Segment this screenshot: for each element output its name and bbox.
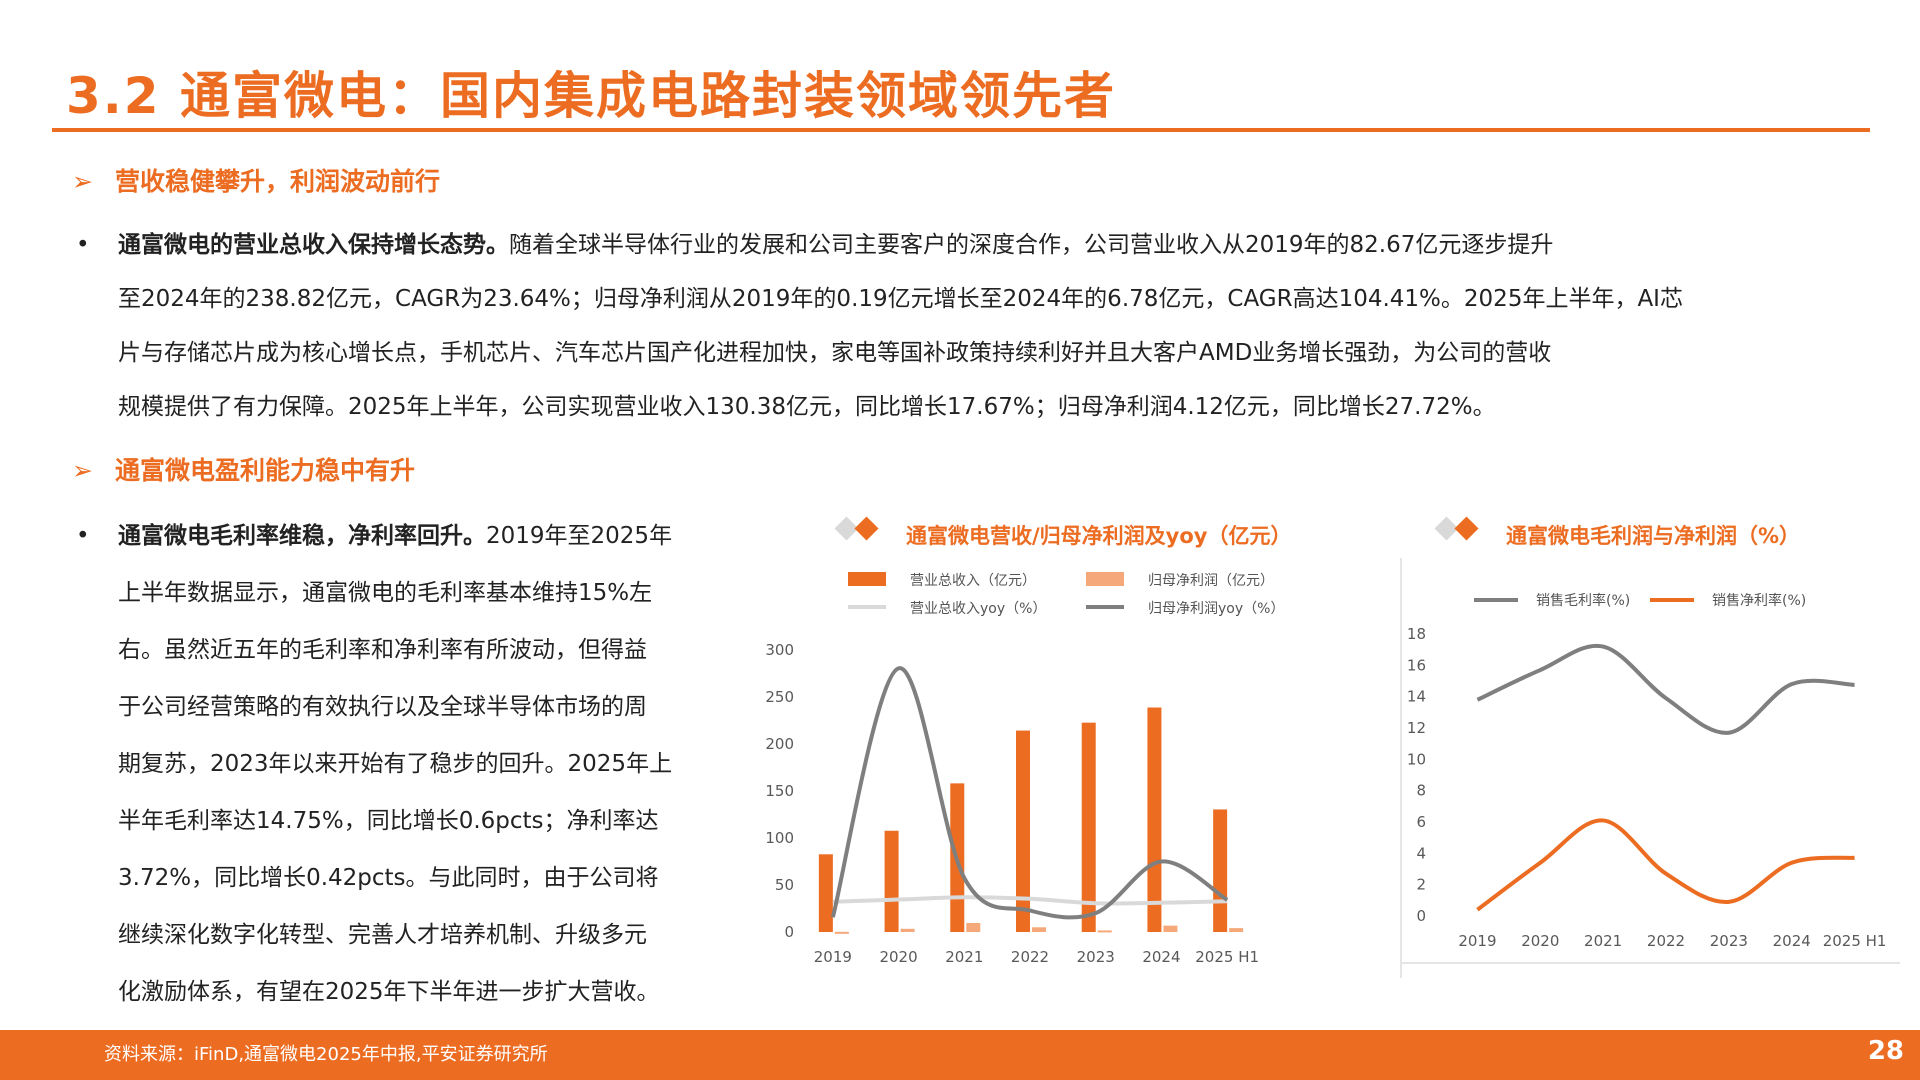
paragraph-line: 通富微电毛利率维稳，净利率回升。2019年至2025年 — [118, 523, 673, 549]
x-tick-label: 2020 — [879, 948, 917, 966]
page-number: 28 — [1867, 1036, 1904, 1066]
y-tick-label: 18 — [1407, 625, 1426, 643]
paragraph-line: 至2024年的238.82亿元，CAGR为23.64%；归母净利润从2019年的… — [118, 286, 1683, 312]
y-tick-label-left: 300 — [765, 641, 794, 659]
paragraph-revenue: • 通富微电的营业总收入保持增长态势。随着全球半导体行业的发展和公司主要客户的深… — [76, 218, 1858, 434]
section-heading-text: 营收稳健攀升，利润波动前行 — [114, 167, 440, 196]
bullet-icon: • — [76, 523, 90, 549]
y-tick-label-left: 150 — [765, 782, 794, 800]
y-tick-label-left: 250 — [765, 688, 794, 706]
arrow-icon: ➢ — [72, 167, 93, 196]
section-heading-revenue: ➢ 营收稳健攀升，利润波动前行 — [72, 162, 440, 198]
title-divider — [52, 128, 1870, 132]
y-tick-label: 12 — [1407, 719, 1426, 737]
y-tick-label-left: 100 — [765, 829, 794, 847]
x-tick-label: 2025 H1 — [1195, 948, 1259, 966]
paragraph-lead: 通富微电毛利率维稳，净利率回升。 — [118, 523, 486, 549]
y-tick-label-left: 0 — [784, 923, 794, 941]
x-tick-label: 2025 H1 — [1823, 932, 1887, 950]
section-heading-profitability: ➢ 通富微电盈利能力稳中有升 — [72, 451, 415, 487]
series-line — [832, 895, 1228, 906]
paragraph-line: 继续深化数字化转型、完善人才培养机制、升级多元 — [118, 922, 647, 948]
legend-label: 销售净利率(%) — [1712, 592, 1806, 609]
bar-net-profit — [1229, 928, 1244, 932]
x-tick-label: 2021 — [945, 948, 983, 966]
paragraph-line: 规模提供了有力保障。2025年上半年，公司实现营业收入130.38亿元，同比增长… — [118, 394, 1496, 420]
legend-label: 归母净利润yoy（%） — [1148, 600, 1284, 617]
series-line — [830, 666, 1229, 920]
y-tick-label: 14 — [1407, 688, 1426, 706]
paragraph-line: 右。虽然近五年的毛利率和净利率有所波动，但得益 — [118, 637, 647, 663]
chart-revenue-profit: 营业总收入（亿元） 归母净利润（亿元） 营业总收入yoy（%） 归母净利润yoy（%）… — [765, 572, 1284, 966]
bar-net-profit — [900, 928, 915, 932]
chart-divider — [1400, 962, 1900, 964]
bar-net-profit — [1032, 927, 1046, 932]
legend-swatch — [848, 572, 886, 586]
bar-net-profit — [1097, 930, 1112, 933]
y-tick-label-left: 200 — [765, 735, 794, 753]
legend-label: 销售毛利率(%) — [1536, 592, 1630, 609]
y-tick-label: 4 — [1416, 844, 1426, 862]
paragraph-line: 上半年数据显示，通富微电的毛利率基本维持15%左 — [118, 580, 653, 606]
x-tick-label: 2023 — [1077, 948, 1115, 966]
paragraph-line: 通富微电的营业总收入保持增长态势。随着全球半导体行业的发展和公司主要客户的深度合… — [118, 232, 1554, 258]
paragraph-margin: • 通富微电毛利率维稳，净利率回升。2019年至2025年 上半年数据显示，通富… — [76, 508, 778, 1021]
chart-title-margin: 通富微电毛利润与净利润（%） — [1506, 524, 1801, 548]
bar-net-profit — [966, 923, 981, 932]
paragraph-line: 化激励体系，有望在2025年下半年进一步扩大营收。 — [118, 979, 660, 1005]
x-tick-label: 2024 — [1773, 932, 1811, 950]
x-tick-label: 2022 — [1647, 932, 1685, 950]
paragraph-line: 3.72%，同比增长0.42pcts。与此同时，由于公司将 — [118, 865, 659, 891]
diamond-icon — [1434, 516, 1479, 541]
x-tick-label: 2022 — [1011, 948, 1049, 966]
bar-revenue — [1081, 722, 1096, 932]
bar-net-profit — [1163, 925, 1178, 932]
paragraph-line: 于公司经营策略的有效执行以及全球半导体市场的周 — [118, 694, 647, 720]
y-tick-label: 0 — [1416, 907, 1426, 925]
paragraph-line: 期复苏，2023年以来开始有了稳步的回升。2025年上 — [118, 751, 673, 777]
section-heading-text: 通富微电盈利能力稳中有升 — [114, 456, 415, 485]
y-tick-label: 10 — [1407, 750, 1426, 768]
arrow-icon: ➢ — [72, 456, 93, 485]
footer-bar — [0, 1030, 1920, 1080]
bar-net-profit — [834, 931, 849, 934]
legend-swatch — [1086, 572, 1124, 586]
y-tick-label: 2 — [1416, 876, 1426, 894]
paragraph-line: 半年毛利率达14.75%，同比增长0.6pcts；净利率达 — [118, 808, 659, 834]
x-tick-label: 2020 — [1521, 932, 1559, 950]
y-tick-label: 16 — [1407, 656, 1426, 674]
chart-title-revenue: 通富微电营收/归母净利润及yoy（亿元） — [906, 524, 1292, 548]
legend-label: 营业总收入（亿元） — [910, 573, 1036, 589]
x-tick-label: 2019 — [1458, 932, 1496, 950]
bar-revenue — [1147, 707, 1162, 932]
x-tick-label: 2019 — [814, 948, 852, 966]
legend-label: 归母净利润（亿元） — [1148, 572, 1274, 589]
x-tick-label: 2021 — [1584, 932, 1622, 950]
bar-revenue — [1213, 809, 1228, 932]
chart-margin: 销售毛利率(%) 销售净利率(%) 0 2 4 6 8 10 12 14 16 18 2019 2020 2… — [1407, 592, 1887, 950]
paragraph-lead: 通富微电的营业总收入保持增长态势。 — [118, 232, 509, 258]
bullet-icon: • — [76, 232, 90, 258]
chart-divider — [1400, 558, 1402, 978]
y-tick-label-left: 50 — [775, 876, 794, 894]
page-title: 3.2 通富微电：国内集成电路封装领域领先者 — [66, 67, 1116, 125]
bar-revenue — [818, 854, 833, 932]
bar-revenue — [884, 830, 899, 932]
series-line — [1476, 818, 1855, 912]
diamond-icon — [834, 516, 879, 541]
paragraph-line: 片与存储芯片成为核心增长点，手机芯片、汽车芯片国产化进程加快，家电等国补政策持续… — [118, 340, 1552, 366]
x-tick-label: 2023 — [1710, 932, 1748, 950]
series-line — [1476, 643, 1855, 735]
legend-label: 营业总收入yoy（%） — [910, 601, 1046, 617]
source-note: 资料来源：iFinD,通富微电2025年中报,平安证券研究所 — [104, 1044, 548, 1065]
x-tick-label: 2024 — [1142, 948, 1180, 966]
bar-revenue — [1016, 730, 1030, 932]
y-tick-label: 6 — [1416, 813, 1426, 831]
y-tick-label: 8 — [1416, 782, 1426, 800]
